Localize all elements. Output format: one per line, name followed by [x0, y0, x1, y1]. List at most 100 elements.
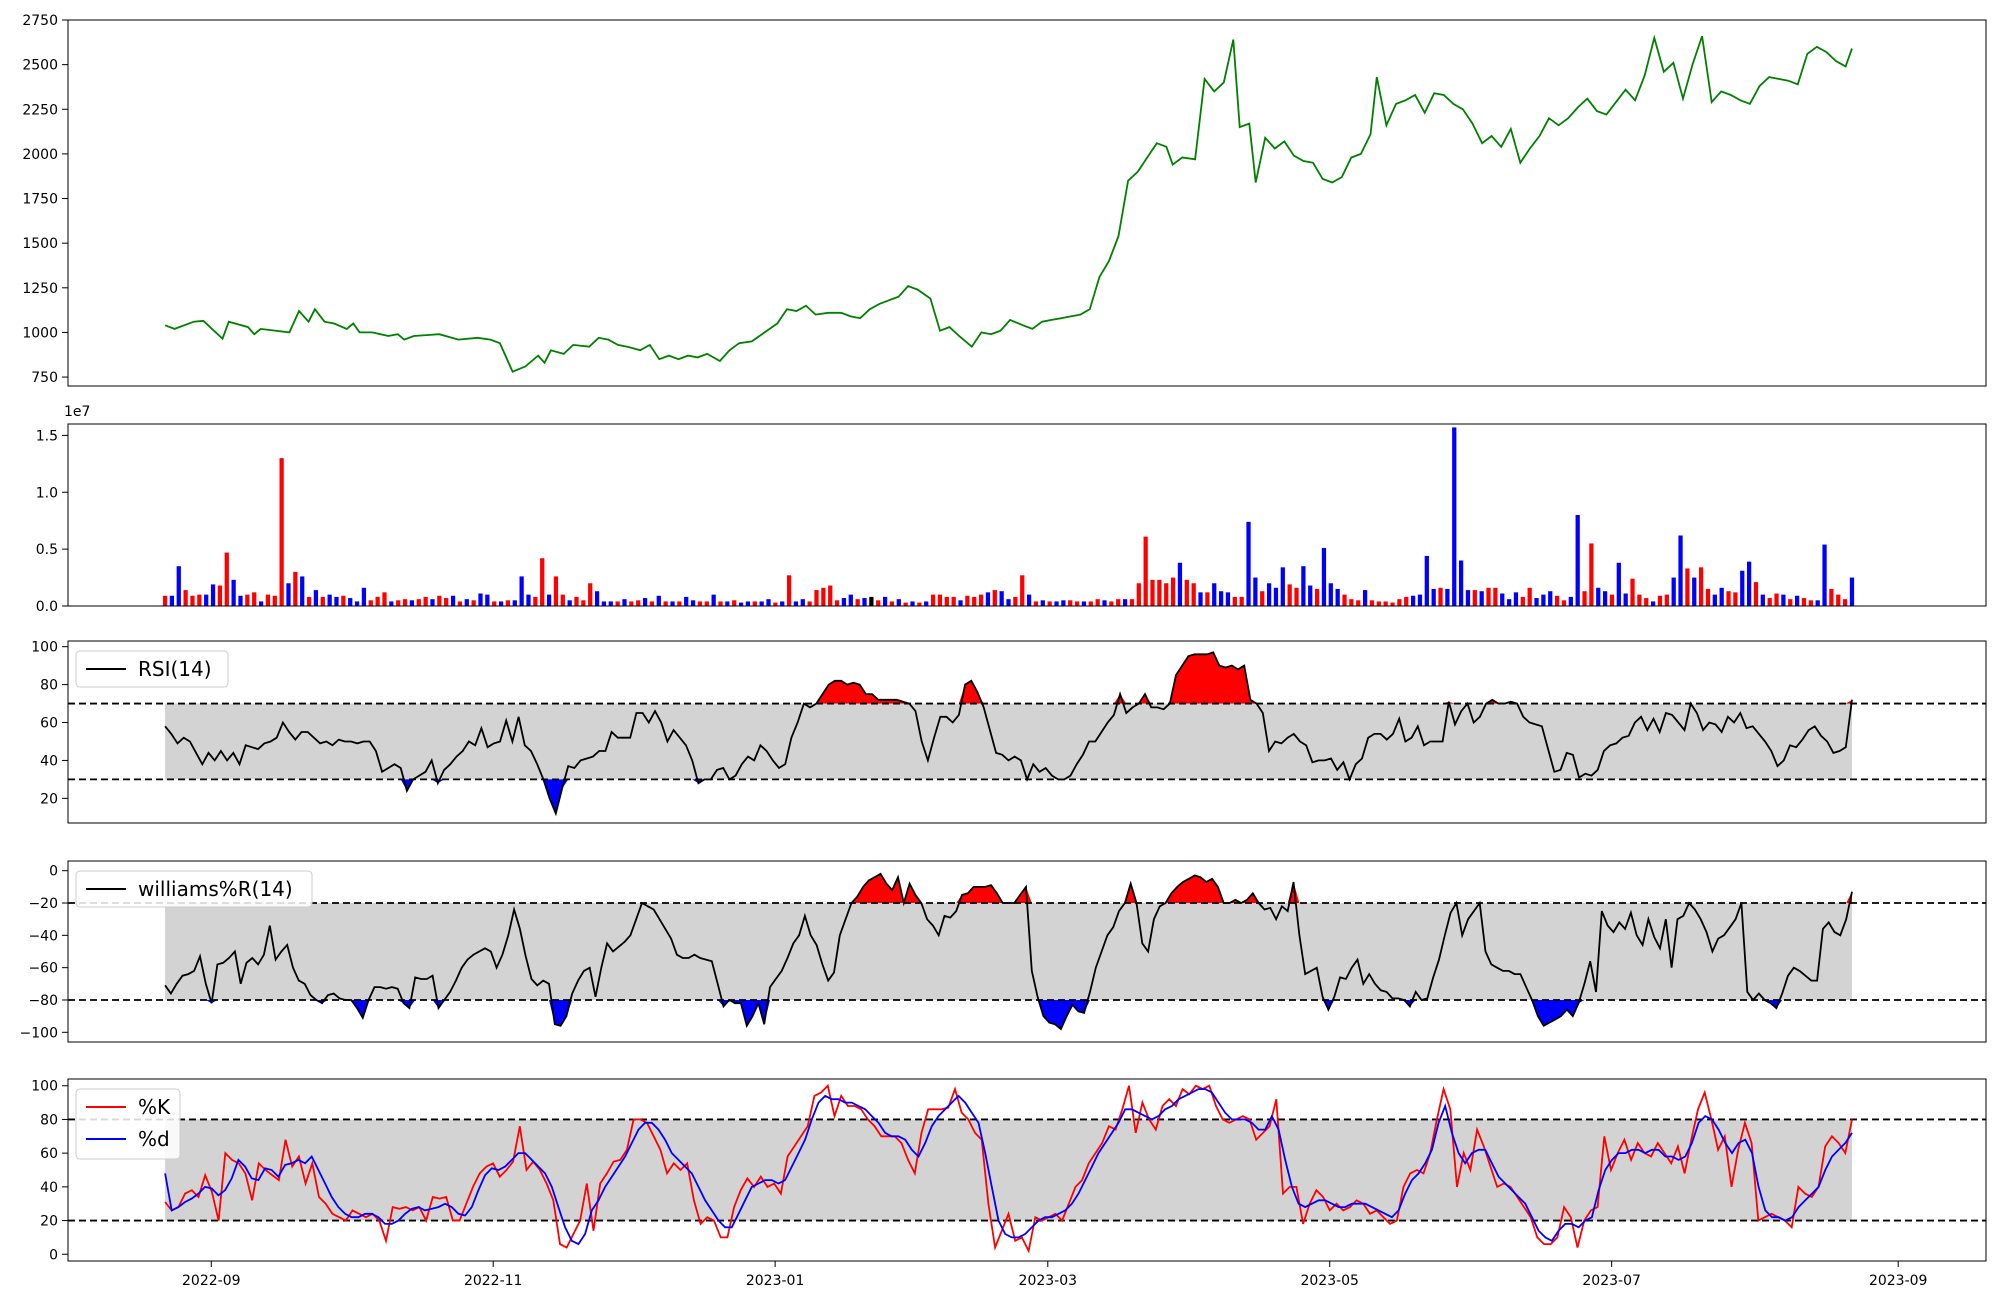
volume-bar	[176, 566, 181, 606]
volume-bar	[1218, 591, 1224, 606]
volume-bar	[615, 601, 620, 606]
volume-bar	[396, 600, 401, 606]
volume-bar	[684, 596, 689, 606]
volume-bar	[560, 594, 565, 607]
volume-bar	[1733, 592, 1738, 606]
volume-bar	[1458, 560, 1464, 606]
volume-bar	[190, 595, 195, 606]
volume-bar	[1705, 588, 1711, 606]
volume-bar	[1390, 602, 1395, 606]
volume-bar	[725, 601, 730, 606]
volume-bar	[828, 585, 833, 606]
volume-bar	[780, 601, 785, 606]
volume-bar	[1246, 521, 1251, 606]
volume-bar	[1205, 592, 1210, 606]
volume-bar	[1527, 587, 1532, 606]
volume-bar	[1314, 588, 1320, 606]
y-tick-label: 100	[31, 640, 58, 656]
volume-bar	[334, 596, 339, 606]
volume-bar	[1740, 570, 1745, 606]
volume-bar	[1630, 578, 1635, 606]
volume-bar	[1301, 566, 1306, 606]
volume-bar	[162, 595, 168, 606]
volume-bar	[642, 598, 648, 606]
y-tick-label: 0	[49, 864, 58, 880]
y-tick-label: 60	[40, 1146, 58, 1162]
volume-bar	[1561, 600, 1567, 606]
volume-bar	[1232, 596, 1237, 606]
volume-bar	[1513, 592, 1519, 606]
volume-bar	[1328, 583, 1333, 606]
volume-bar	[882, 596, 888, 606]
volume-bar	[1088, 601, 1093, 606]
volume-bar	[999, 591, 1004, 606]
volume-bar	[478, 593, 483, 606]
volume-bar	[320, 596, 325, 606]
volume-bar	[574, 596, 579, 606]
volume-bar	[1280, 567, 1285, 606]
volume-bar	[1815, 600, 1820, 606]
volume-bar	[183, 590, 188, 606]
volume-bar	[622, 599, 627, 606]
volume-bar	[1568, 596, 1573, 606]
volume-bar	[423, 596, 428, 606]
volume-bar	[1212, 583, 1217, 606]
volume-bar	[1849, 577, 1855, 606]
volume-bar	[1726, 591, 1731, 606]
volume-bar	[1081, 601, 1087, 606]
volume-bar	[1685, 568, 1690, 606]
volume-bar	[1095, 599, 1100, 606]
volume-bar	[512, 600, 517, 606]
y-tick-label: 60	[40, 716, 58, 732]
volume-bar	[300, 576, 305, 606]
volume-bar	[293, 571, 298, 607]
volume-bar	[1719, 587, 1724, 606]
volume-bar	[279, 458, 284, 607]
volume-bar	[697, 601, 703, 606]
volume-bar	[848, 594, 853, 607]
volume-bar	[1157, 579, 1162, 606]
volume-bar	[450, 595, 456, 606]
volume-bar	[1746, 561, 1752, 606]
volume-bar	[1760, 594, 1765, 607]
y-tick-label: −40	[28, 928, 58, 944]
volume-bar	[732, 600, 737, 606]
volume-bar	[1164, 583, 1169, 606]
volume-bar	[272, 595, 277, 606]
volume-bar	[807, 601, 812, 606]
volume-bar	[1788, 599, 1793, 606]
volume-bar	[889, 601, 895, 606]
y-tick-label: 1.5	[36, 428, 58, 444]
volume-bar	[1465, 590, 1471, 606]
volume-bar	[738, 602, 744, 606]
volume-bar	[492, 601, 497, 606]
neutral-band	[165, 903, 1852, 1000]
y-tick-label: 0.0	[36, 599, 58, 615]
neutral-band	[165, 1119, 1852, 1221]
volume-bar	[711, 594, 716, 607]
y-tick-label: −80	[28, 993, 58, 1009]
legend-label: williams%R(14)	[138, 877, 293, 901]
volume-bar	[1452, 427, 1457, 606]
volume-bar	[876, 600, 881, 606]
y-tick-label: 0.5	[36, 542, 58, 558]
volume-bar	[985, 592, 991, 606]
volume-bar	[834, 600, 840, 606]
volume-bar	[786, 575, 792, 606]
volume-bar	[1801, 598, 1807, 606]
volume-bar	[245, 594, 250, 607]
volume-bar	[1397, 599, 1402, 606]
volume-bar	[361, 587, 367, 606]
volume-bar	[670, 601, 675, 606]
volume-bar	[608, 601, 613, 606]
volume-bar	[958, 600, 963, 606]
y-tick-label: 1000	[22, 325, 58, 341]
volume-bar	[1417, 594, 1423, 607]
y-tick-label: 0	[49, 1247, 58, 1263]
volume-bar	[862, 598, 867, 606]
volume-bar	[594, 591, 600, 606]
legend-label: RSI(14)	[138, 657, 212, 681]
volume-bar	[841, 598, 847, 606]
volume-bar	[1774, 593, 1779, 606]
volume-bar	[1678, 535, 1683, 606]
